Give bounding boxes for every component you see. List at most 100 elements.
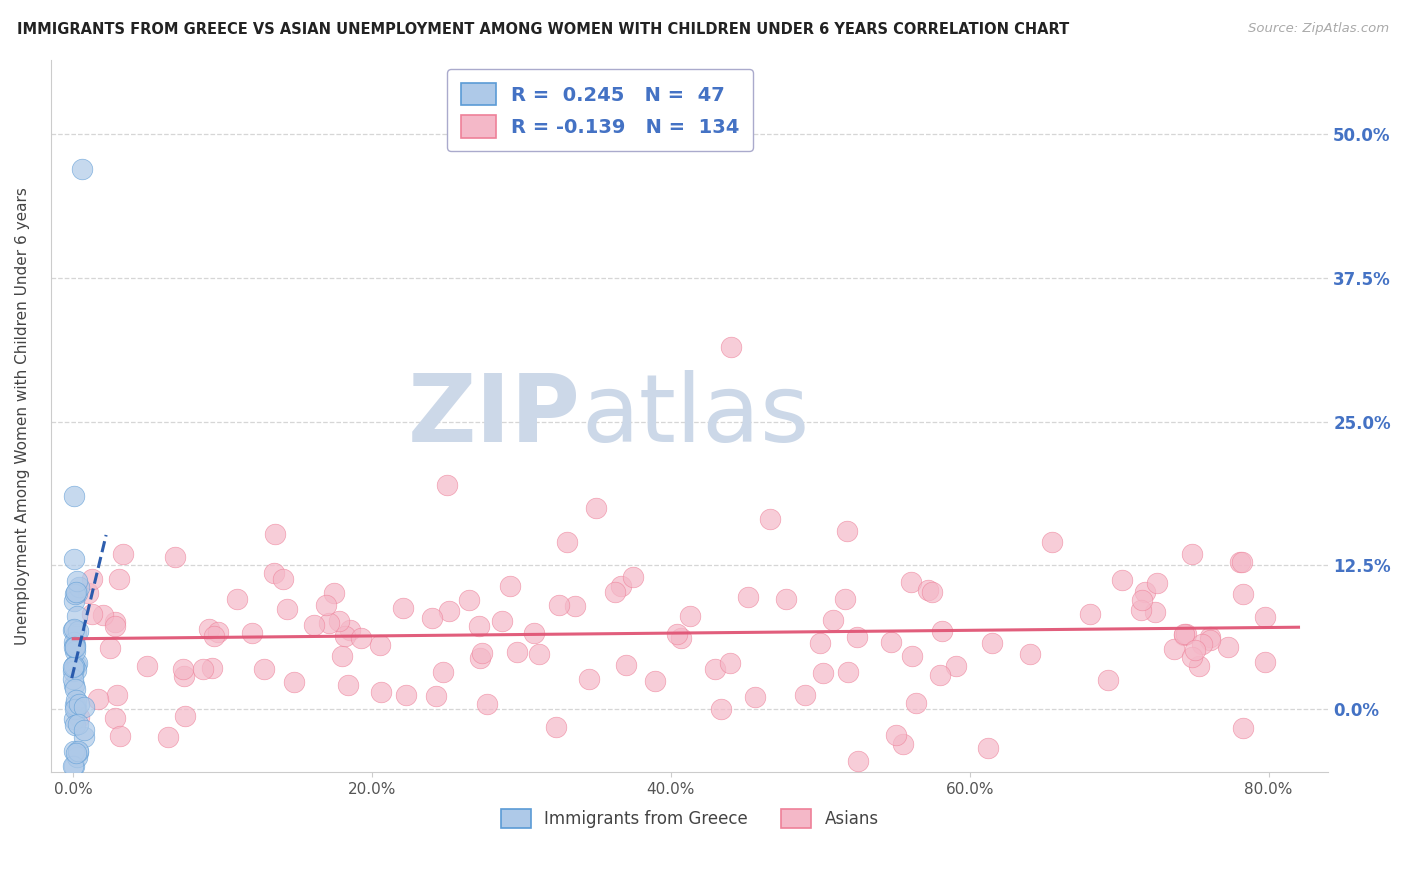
Text: ZIP: ZIP (408, 370, 581, 462)
Point (67, 744, 90, 758)
Point (614, 657, 637, 672)
Point (744, 690, 766, 704)
Point (302, 617, 325, 632)
Point (62, 658, 84, 673)
Point (436, 477, 458, 491)
Point (1229, 555, 1251, 569)
Point (1188, 658, 1211, 673)
Point (65, 627, 87, 641)
Point (977, 740, 1000, 755)
Point (105, 688, 128, 702)
Point (263, 527, 285, 541)
Point (846, 754, 869, 768)
Point (605, 584, 627, 599)
Point (548, 598, 571, 612)
Point (737, 590, 759, 604)
Point (505, 645, 527, 659)
Point (1163, 642, 1185, 657)
Point (929, 667, 952, 681)
Point (65, 746, 87, 760)
Point (1184, 643, 1206, 657)
Point (66, 716, 89, 731)
Point (73, 699, 96, 714)
Legend: Immigrants from Greece, Asians: Immigrants from Greece, Asians (494, 803, 886, 835)
Point (65, 584, 87, 599)
Point (66, 749, 89, 764)
Point (73, 723, 96, 737)
Point (63, 702, 86, 716)
Point (173, 668, 195, 682)
Text: Source: ZipAtlas.com: Source: ZipAtlas.com (1249, 22, 1389, 36)
Point (437, 604, 460, 618)
Point (1133, 585, 1156, 599)
Point (808, 636, 831, 650)
Point (499, 578, 522, 592)
Point (669, 631, 692, 645)
Point (202, 628, 225, 642)
Point (63, 640, 86, 654)
Point (370, 638, 392, 652)
Point (350, 632, 373, 646)
Point (87, 691, 110, 706)
Point (157, 730, 180, 744)
Point (63, 678, 86, 692)
Point (1173, 626, 1195, 640)
Point (62, 622, 84, 636)
Point (546, 720, 568, 734)
Point (112, 547, 135, 561)
Point (82, 572, 104, 586)
Point (564, 599, 586, 613)
Point (328, 614, 350, 628)
Point (718, 656, 741, 670)
Point (63, 718, 86, 732)
Point (491, 614, 513, 628)
Point (425, 689, 447, 703)
Point (467, 619, 489, 633)
Point (63, 594, 86, 608)
Point (880, 634, 903, 648)
Point (845, 630, 868, 644)
Point (468, 651, 491, 665)
Point (172, 662, 194, 676)
Point (1218, 640, 1240, 654)
Point (1146, 575, 1168, 590)
Point (271, 573, 294, 587)
Point (837, 665, 859, 679)
Point (523, 626, 546, 640)
Point (1174, 626, 1197, 640)
Point (263, 566, 285, 581)
Y-axis label: Unemployment Among Women with Children Under 6 years: Unemployment Among Women with Children U… (15, 187, 30, 645)
Point (335, 629, 357, 643)
Point (104, 619, 127, 633)
Point (63, 698, 86, 712)
Point (980, 635, 1002, 649)
Point (98, 641, 121, 656)
Point (174, 708, 197, 723)
Point (811, 665, 834, 680)
Point (720, 340, 742, 354)
Point (63, 681, 86, 696)
Point (578, 672, 600, 686)
Point (904, 696, 927, 710)
Point (471, 646, 494, 660)
Point (758, 512, 780, 526)
Point (104, 711, 127, 725)
Point (72, 730, 94, 744)
Point (201, 661, 224, 675)
Point (585, 500, 607, 515)
Point (555, 535, 578, 549)
Point (1144, 605, 1167, 619)
Point (253, 662, 276, 676)
Point (336, 678, 359, 692)
Point (644, 674, 666, 689)
Point (63, 552, 86, 566)
Point (110, 729, 132, 743)
Point (1097, 673, 1119, 688)
Point (67, 580, 90, 594)
Point (163, 550, 186, 565)
Point (66, 745, 89, 759)
Point (207, 625, 229, 640)
Point (679, 609, 702, 624)
Point (197, 622, 219, 636)
Point (318, 615, 340, 630)
